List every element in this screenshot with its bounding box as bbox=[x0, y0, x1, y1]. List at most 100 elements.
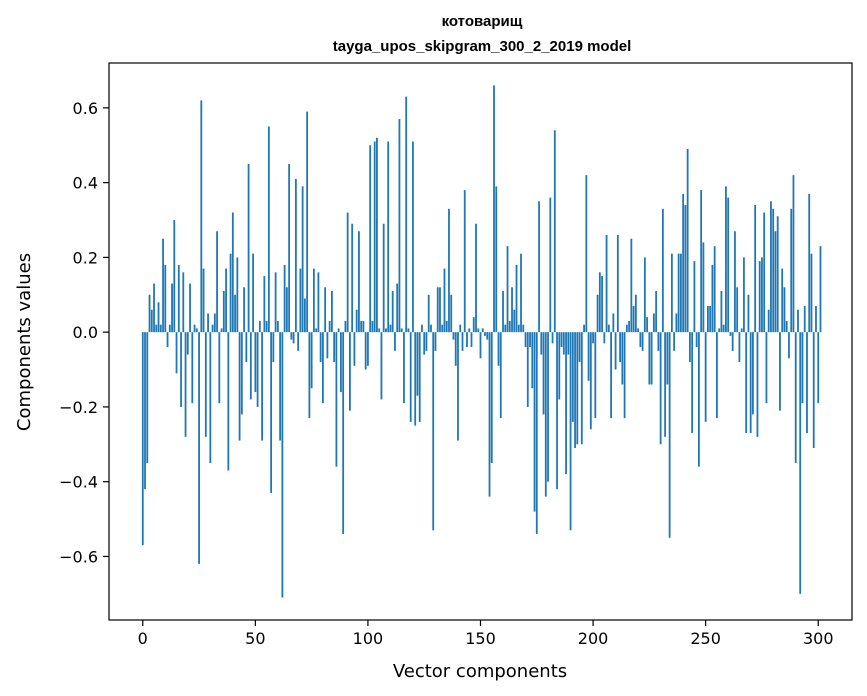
bar bbox=[574, 332, 576, 449]
bar bbox=[569, 332, 572, 531]
x-tick-label: 0 bbox=[138, 629, 148, 648]
bar bbox=[522, 324, 525, 333]
bar bbox=[225, 268, 227, 333]
bar bbox=[513, 309, 516, 333]
bar bbox=[657, 332, 660, 351]
bar bbox=[571, 332, 574, 422]
bar bbox=[736, 287, 739, 333]
bar bbox=[679, 253, 682, 333]
y-axis-label: Components values bbox=[14, 253, 35, 431]
bar bbox=[211, 324, 214, 333]
bar bbox=[290, 332, 293, 340]
bar bbox=[294, 178, 297, 333]
bar bbox=[517, 324, 520, 333]
bar bbox=[781, 268, 784, 333]
bar bbox=[540, 332, 543, 355]
bar bbox=[258, 320, 261, 333]
bar bbox=[810, 253, 813, 333]
bar bbox=[441, 324, 444, 333]
y-tick-label: −0.2 bbox=[59, 398, 98, 417]
bar bbox=[333, 332, 336, 363]
bar bbox=[470, 332, 473, 348]
bar bbox=[463, 190, 466, 333]
bar bbox=[405, 96, 408, 333]
bar bbox=[785, 320, 788, 333]
bar bbox=[639, 332, 642, 348]
bar bbox=[765, 332, 768, 404]
bar bbox=[227, 332, 230, 471]
bar bbox=[409, 332, 412, 422]
bar bbox=[387, 141, 390, 333]
bar bbox=[164, 264, 167, 333]
bar bbox=[272, 332, 275, 363]
bar bbox=[524, 332, 527, 348]
bar bbox=[261, 332, 263, 441]
bar bbox=[655, 291, 658, 333]
bar bbox=[360, 320, 363, 333]
y-tick-label: 0.6 bbox=[73, 99, 98, 118]
bar bbox=[614, 332, 617, 370]
bar bbox=[297, 332, 300, 351]
y-tick-label: 0.0 bbox=[73, 323, 98, 342]
bar bbox=[391, 291, 394, 333]
bar bbox=[407, 328, 410, 333]
bar bbox=[488, 332, 491, 497]
bar bbox=[150, 309, 153, 333]
bar bbox=[326, 332, 329, 359]
bar bbox=[400, 328, 403, 333]
bar bbox=[265, 320, 268, 333]
bar bbox=[558, 332, 561, 400]
bar bbox=[578, 332, 581, 363]
bar bbox=[520, 253, 522, 333]
bar bbox=[301, 186, 304, 333]
bar bbox=[222, 291, 225, 333]
bar bbox=[283, 264, 286, 333]
bar bbox=[430, 324, 432, 333]
bar bbox=[819, 246, 822, 333]
bar bbox=[553, 130, 556, 333]
bar bbox=[306, 111, 309, 333]
bar bbox=[502, 291, 504, 333]
bar bbox=[779, 332, 781, 411]
bar bbox=[254, 332, 257, 392]
bar bbox=[389, 324, 392, 333]
bar bbox=[243, 287, 245, 333]
bar bbox=[238, 332, 241, 441]
bar bbox=[758, 261, 761, 333]
bar bbox=[623, 332, 626, 419]
bar bbox=[466, 332, 468, 348]
bar bbox=[661, 208, 664, 333]
bar bbox=[249, 332, 252, 400]
bar bbox=[274, 272, 277, 333]
bar bbox=[763, 212, 766, 333]
bar bbox=[245, 332, 248, 363]
bar bbox=[299, 268, 302, 333]
bar bbox=[538, 201, 540, 333]
bar bbox=[315, 328, 318, 333]
bar bbox=[587, 332, 590, 381]
bar bbox=[270, 332, 273, 493]
bar bbox=[666, 332, 669, 385]
y-tick-label: −0.4 bbox=[59, 473, 98, 492]
bar bbox=[403, 332, 405, 404]
bar bbox=[459, 324, 462, 333]
bar bbox=[472, 317, 475, 333]
bar bbox=[526, 332, 529, 407]
bar bbox=[144, 332, 146, 490]
bar bbox=[452, 332, 455, 340]
bar bbox=[803, 305, 806, 333]
bar bbox=[788, 332, 790, 359]
bar bbox=[373, 141, 376, 333]
bar bbox=[648, 332, 651, 385]
bar bbox=[398, 119, 401, 333]
bar bbox=[454, 332, 457, 366]
bar bbox=[252, 253, 254, 333]
bar bbox=[177, 264, 180, 333]
x-tick-label: 300 bbox=[803, 629, 834, 648]
bar bbox=[180, 332, 182, 407]
bar bbox=[601, 276, 603, 333]
bar bbox=[722, 324, 725, 333]
bar bbox=[171, 283, 173, 333]
bar bbox=[166, 332, 169, 348]
bar bbox=[607, 324, 610, 333]
